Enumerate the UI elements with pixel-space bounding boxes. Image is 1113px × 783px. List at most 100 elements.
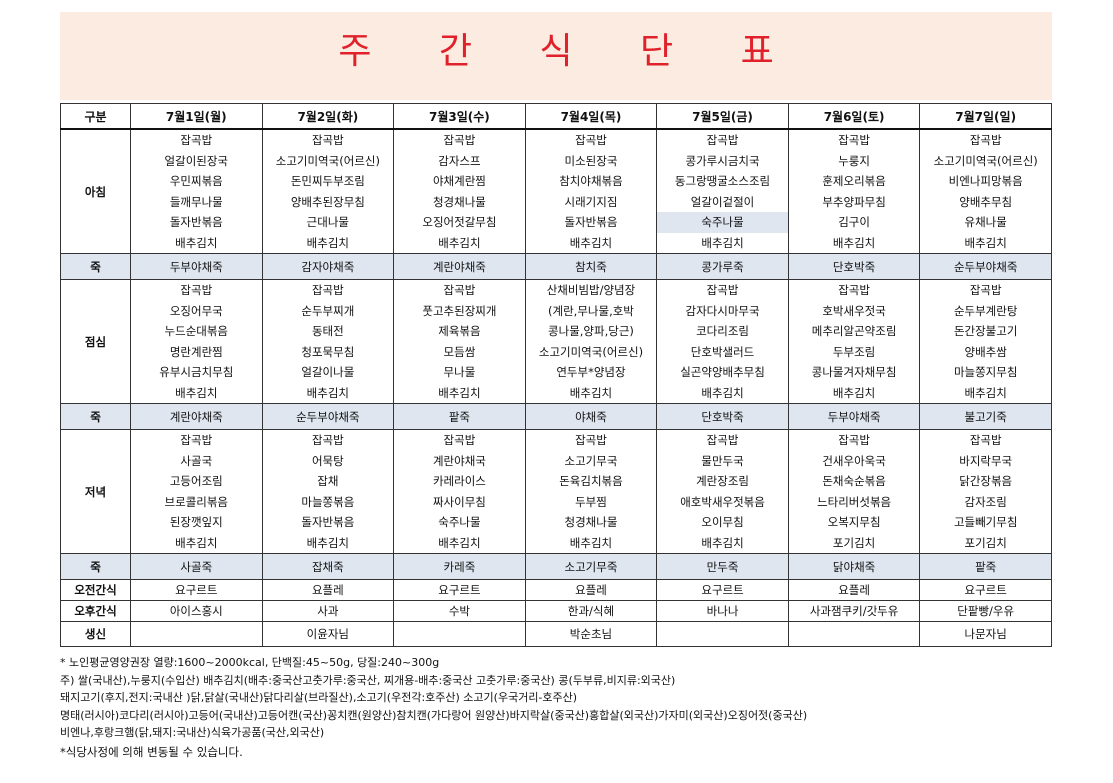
dinner-day-cell: 잡곡밥 물만두국 계란장조림 애호박새우젓볶음 오이무침 배추김치 — [656, 429, 789, 554]
dish-item: 오징어젓갈무침 — [422, 215, 497, 229]
dish-item: 짜사이무침 — [432, 494, 486, 509]
snack-am-label: 오전간식 — [60, 579, 131, 601]
birthday-cell: 이윤자님 — [261, 621, 395, 647]
dish-item: 실곤약양배추무침 — [680, 365, 765, 379]
birthday-cell: 나문자님 — [919, 621, 1052, 647]
lunch-day-cell: 잡곡밥 순두부계란탕 돈간장불고기 양배추쌈 마늘쫑지무침 배추김치 — [919, 279, 1052, 404]
notes: * 노인평균영양권장 열량:1600~2000kcal, 단백질:45~50g,… — [60, 654, 1060, 742]
dish-item: 고등어조림 — [169, 474, 223, 488]
porridge-morning-label: 죽 — [60, 253, 131, 280]
breakfast-day-cell: 잡곡밥 콩가루시금치국 동그랑땡굴소스조림 얼갈이겉절이 숙주나물 배추김치 — [656, 128, 789, 254]
dish-item: 우민찌볶음 — [169, 174, 223, 188]
dish-item: 배추김치 — [701, 535, 744, 550]
dish-item: 잡곡밥 — [443, 433, 476, 447]
dinner-row: 저녁 잡곡밥 사골국 고등어조림 브로콜리볶음 된장깻잎지 배추김치 잡곡밥 어묵탕 잡채 마늘쫑볶… — [60, 429, 1052, 554]
porridge-dinner-cell: 카레죽 — [393, 553, 526, 580]
porridge-dinner-row: 죽 사골죽 잡채죽 카레죽 소고기무죽 만두죽 닭야채죽 팥죽 — [60, 553, 1052, 580]
dish-item: 오징어무국 — [169, 303, 223, 318]
snack-pm-cell: 바나나 — [656, 600, 789, 622]
dish-item: 산채비빔밥/양념장 — [546, 283, 636, 297]
dish-item: 콩나물겨자채무침 — [811, 365, 897, 379]
porridge-morning-row: 죽 두부야채죽 감자야채죽 계란야채죽 참치죽 콩가루죽 단호박죽 순두부야채죽 — [60, 253, 1052, 280]
note-line: 돼지고기(후지,전지:국내산 )닭,닭살(국내산)닭다리살(브라질산),소고기(… — [60, 691, 578, 704]
dish-item: 청경채나물 — [564, 515, 618, 529]
dish-item: 고들빼기무침 — [953, 515, 1018, 529]
dish-item: 돈육김치볶음 — [559, 474, 623, 488]
snack-pm-cell: 사과잼쿠키/갓두유 — [787, 600, 921, 622]
porridge-dinner-cell: 소고기무죽 — [524, 553, 658, 580]
porridge-morning-cell: 계란야채죽 — [393, 253, 526, 280]
dish-item: 배추김치 — [569, 235, 613, 250]
dish-item: 명란계란찜 — [169, 344, 223, 359]
porridge-lunch-cell: 불고기죽 — [919, 403, 1052, 430]
dish-item: 유채나물 — [964, 215, 1007, 229]
dish-item: 잡곡밥 — [443, 283, 476, 297]
porridge-lunch-row: 죽 계란야채죽 순두부야채죽 팥죽 야채죽 단호박죽 두부야채죽 불고기죽 — [60, 403, 1052, 430]
dish-item: 잡곡밥 — [180, 433, 213, 447]
dish-item: 연두부*양념장 — [556, 365, 626, 379]
snack-pm-cell: 한과/식혜 — [524, 600, 658, 622]
birthday-cell: 박순초님 — [524, 621, 658, 647]
dish-item: 순두부찌개 — [301, 303, 355, 318]
dish-item: 숙주나물 — [438, 515, 481, 529]
lunch-row: 점심 잡곡밥 오징어무국 누드순대볶음 명란계란찜 유부시금치무침 배추김치 잡곡밥 순두부찌개… — [60, 279, 1052, 404]
snack-am-cell: 요플레 — [261, 579, 395, 601]
dish-item: 잡곡밥 — [838, 133, 870, 147]
dish-item: 브로콜리볶음 — [164, 494, 229, 509]
dish-item: 배추김치 — [306, 235, 349, 250]
dish-item: 양배추쌈 — [964, 344, 1007, 359]
dish-item: 잡곡밥 — [706, 283, 739, 297]
dish-item: 얼갈이된장국 — [164, 153, 229, 168]
dish-item: 잡곡밥 — [969, 283, 1002, 297]
snack-pm-cell: 아이스홍시 — [130, 600, 263, 622]
dish-item: 동그랑땡굴소스조림 — [674, 174, 771, 188]
snack-am-cell: 요구르트 — [130, 579, 263, 601]
dish-item: 근대나물 — [306, 215, 349, 229]
dish-item: 두부찜 — [575, 494, 607, 509]
snack-am-cell: 요구르트 — [919, 579, 1052, 601]
day-header: 7월4일(목) — [524, 103, 658, 130]
porridge-lunch-cell: 계란야채죽 — [130, 403, 263, 430]
porridge-lunch-cell: 두부야채죽 — [787, 403, 921, 430]
dish-item: 잡채 — [317, 474, 339, 488]
dish-item: 배추김치 — [569, 385, 613, 400]
note-line: 비엔나,후랑크햄(닭,돼지:국내산)식육가공품(국산,외국산) — [60, 726, 325, 739]
dish-item: 제육볶음 — [438, 324, 481, 338]
dinner-day-cell: 잡곡밥 계란야채국 카레라이스 짜사이무침 숙주나물 배추김치 — [393, 429, 526, 554]
porridge-morning-cell: 두부야채죽 — [130, 253, 263, 280]
birthday-row: 생신 이윤자님 박순초님 나문자님 — [60, 621, 1052, 647]
dish-item: 배추김치 — [306, 385, 349, 400]
dish-item: 배추김치 — [438, 385, 481, 400]
porridge-dinner-cell: 팥죽 — [919, 553, 1052, 580]
breakfast-row: 아침 잡곡밥 얼갈이된장국 우민찌볶음 들깨무나물 돌자반볶음 배추김치 잡곡밥 소고기미역국(… — [60, 128, 1052, 254]
dish-item: 풋고추된장찌개 — [422, 303, 497, 318]
dish-item: 잡곡밥 — [969, 133, 1002, 147]
dish-item: 들깨무나물 — [169, 194, 223, 209]
dish-item: 비엔나피망볶음 — [948, 174, 1023, 188]
dish-item: 돈간장불고기 — [953, 324, 1018, 338]
dish-item: 잡곡밥 — [706, 133, 739, 147]
dish-item: 어묵탕 — [311, 453, 344, 468]
dish-item: 코다리조림 — [696, 324, 749, 338]
birthday-cell — [787, 621, 921, 647]
dish-item: 배추김치 — [175, 235, 218, 250]
dish-item: 배추김치 — [438, 235, 481, 250]
dish-item: 김구이 — [838, 215, 870, 229]
dish-item: 유부시금치무침 — [159, 365, 234, 379]
dish-item: 잡곡밥 — [311, 133, 344, 147]
note-line: * 노인평균영양권장 열량:1600~2000kcal, 단백질:45~50g,… — [60, 656, 440, 669]
dish-item: 동태전 — [311, 324, 344, 338]
dish-item: 배추김치 — [701, 385, 744, 400]
dish-item: 잡곡밥 — [575, 433, 607, 447]
dish-item: 배추김치 — [964, 385, 1007, 400]
dish-item: 메추리알곤약조림 — [811, 324, 897, 338]
dish-item: 숙주나물 — [657, 212, 788, 233]
day-header: 7월5일(금) — [656, 103, 789, 130]
dish-item: 얼갈이나물 — [301, 365, 355, 379]
dish-item: 소고기미역국(어르신) — [538, 344, 644, 359]
snack-am-cell: 요플레 — [524, 579, 658, 601]
dish-item: 마늘쫑볶음 — [301, 494, 355, 509]
porridge-lunch-label: 죽 — [60, 403, 131, 430]
snack-am-row: 오전간식 요구르트 요플레 요구르트 요플레 요구르트 요플레 요구르트 — [60, 579, 1052, 601]
dish-item: 잡곡밥 — [180, 133, 213, 147]
